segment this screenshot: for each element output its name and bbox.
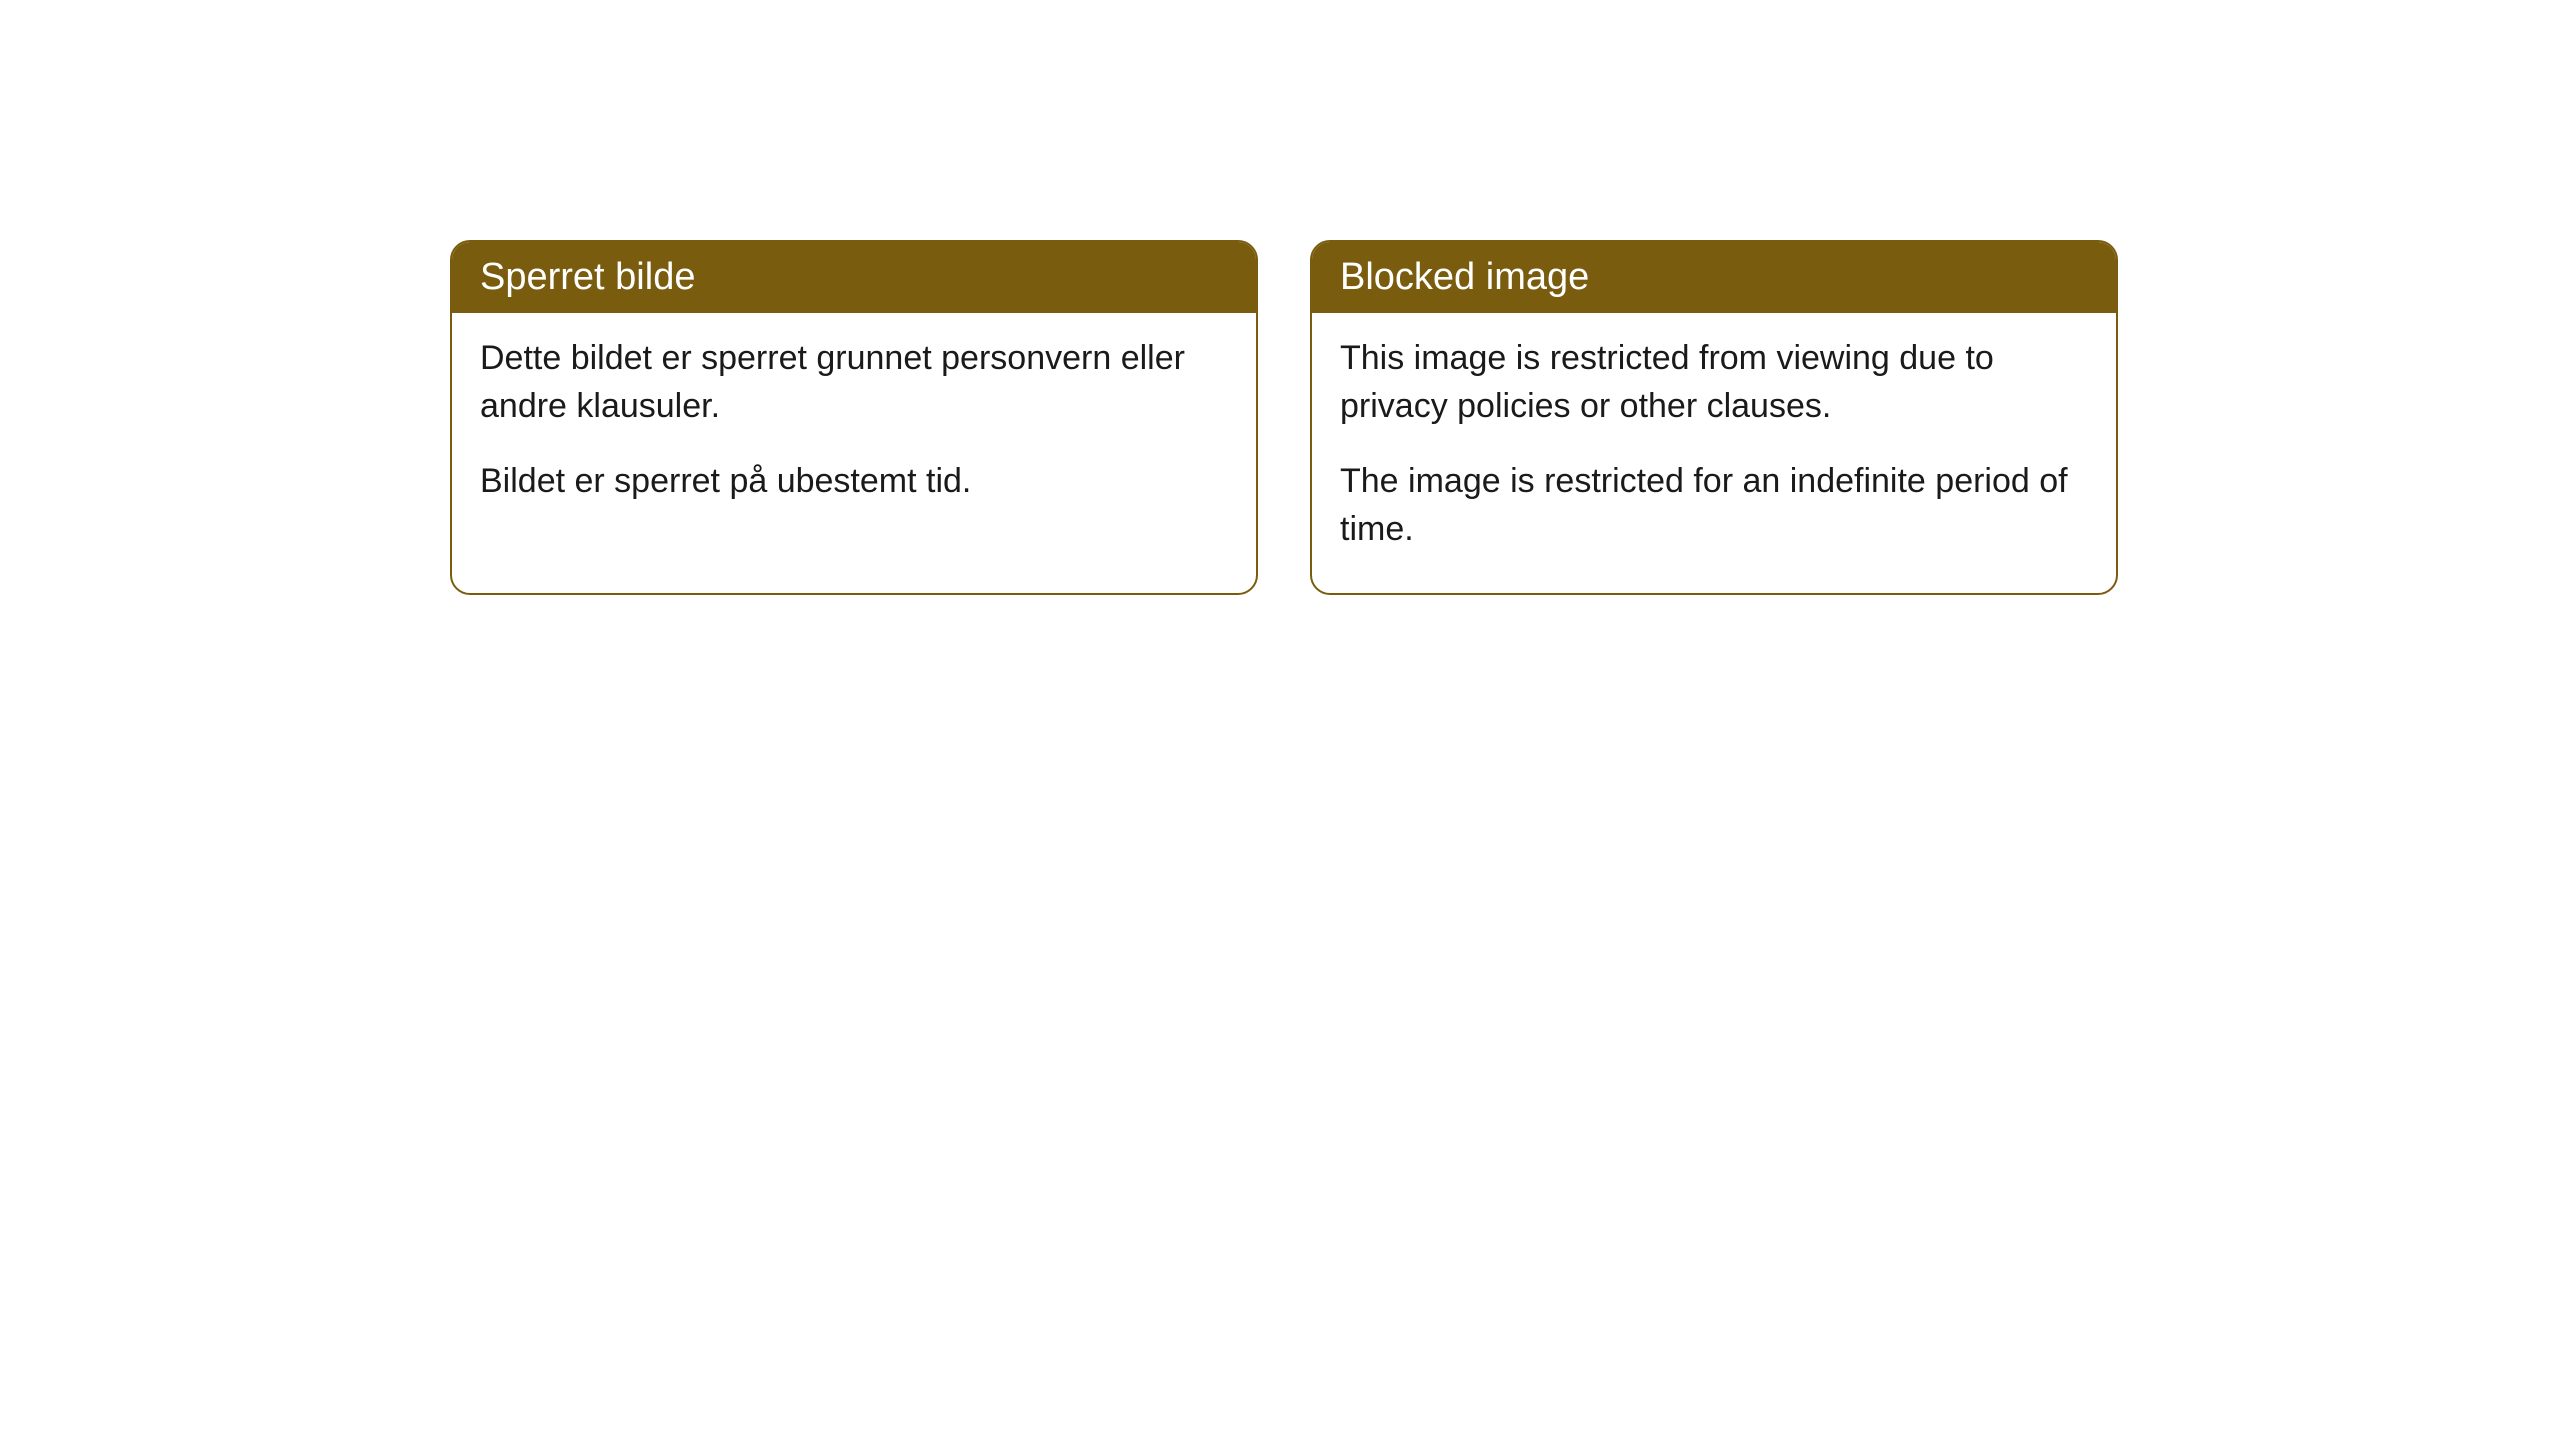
notice-container: Sperret bilde Dette bildet er sperret gr…: [450, 240, 2118, 595]
notice-body-norwegian: Dette bildet er sperret grunnet personve…: [452, 313, 1256, 546]
notice-paragraph: The image is restricted for an indefinit…: [1340, 458, 2088, 553]
notice-box-norwegian: Sperret bilde Dette bildet er sperret gr…: [450, 240, 1258, 595]
notice-header-english: Blocked image: [1312, 242, 2116, 313]
notice-box-english: Blocked image This image is restricted f…: [1310, 240, 2118, 595]
notice-paragraph: This image is restricted from viewing du…: [1340, 335, 2088, 430]
notice-paragraph: Bildet er sperret på ubestemt tid.: [480, 458, 1228, 506]
notice-body-english: This image is restricted from viewing du…: [1312, 313, 2116, 593]
notice-paragraph: Dette bildet er sperret grunnet personve…: [480, 335, 1228, 430]
notice-header-norwegian: Sperret bilde: [452, 242, 1256, 313]
